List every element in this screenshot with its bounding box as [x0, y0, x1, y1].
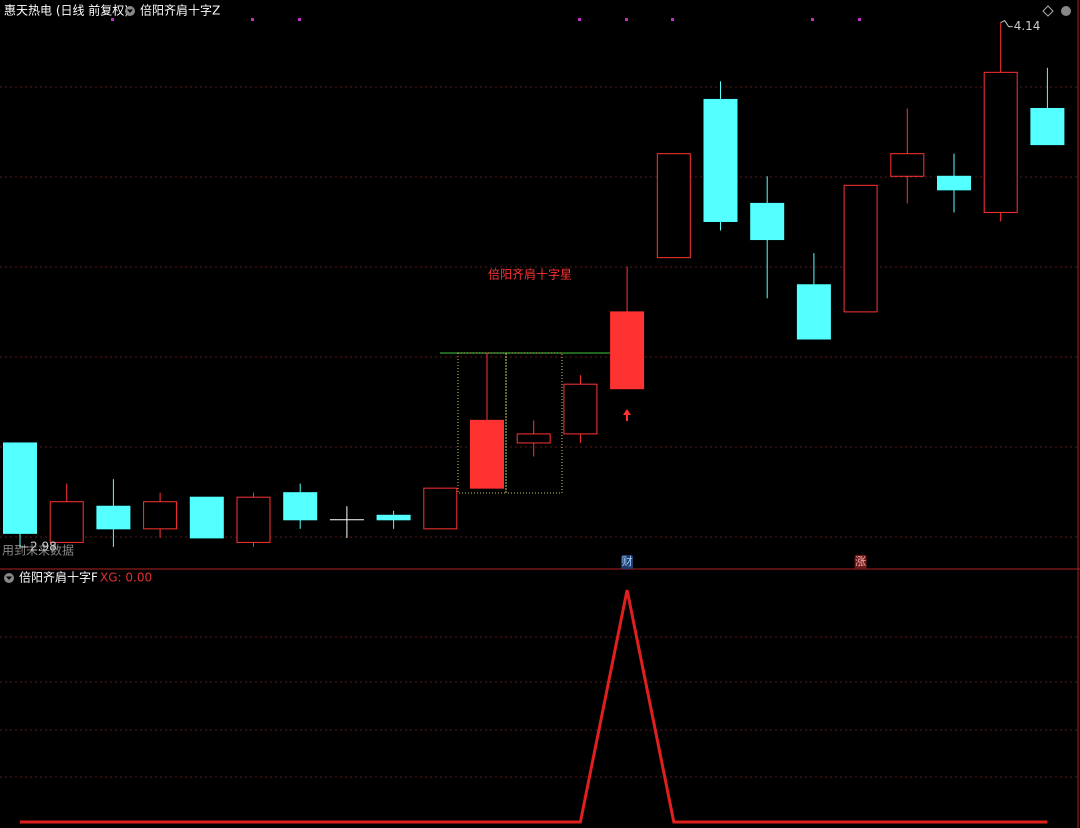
candle-body [143, 501, 178, 530]
max-leader [1000, 19, 1013, 28]
candle-body [563, 383, 598, 435]
chart-title: 惠天热电 (日线 前复权) [4, 3, 129, 18]
marker-box [854, 555, 867, 569]
max-label: 4.14 [1014, 19, 1041, 33]
candle-body [189, 496, 224, 539]
candle-body [937, 175, 971, 191]
candle-body [750, 202, 785, 241]
candle-body [843, 184, 878, 313]
candle-body [283, 492, 318, 521]
sub-indicator-name: 倍阳齐肩十字F [19, 570, 98, 585]
candle-body [49, 501, 84, 543]
pattern-box [505, 352, 563, 494]
candle-body [890, 153, 925, 177]
candle-body [516, 433, 551, 444]
diamond-icon[interactable] [1042, 5, 1054, 17]
candle-body [703, 98, 738, 222]
signal-arrow [623, 409, 631, 421]
candle-body [236, 496, 271, 543]
signal-dots [111, 18, 861, 21]
min-label: 2.98 [30, 539, 57, 553]
indicator-name: 倍阳齐肩十字Z [140, 3, 220, 18]
annotation: 倍阳齐肩十字星 [488, 267, 572, 282]
sub-legend: XG: 0.00 [100, 571, 152, 585]
candle-body [610, 311, 645, 390]
dropdown-icon[interactable] [1061, 6, 1071, 16]
dropdown-arrow [127, 9, 133, 13]
candle-body [796, 284, 831, 340]
candle-body [983, 71, 1018, 213]
candle-body [3, 442, 37, 534]
indicator-line [20, 589, 1048, 824]
candle-body [470, 419, 504, 489]
candle-body [376, 514, 411, 521]
marker-box [621, 555, 634, 569]
candle-body [423, 487, 458, 530]
dropdown-arrow [6, 576, 12, 580]
marker-label: 涨 [855, 555, 866, 568]
marker-label: 财 [622, 554, 633, 568]
candle-body [96, 505, 131, 530]
candle-body [1030, 107, 1065, 146]
candle-body [656, 153, 691, 259]
